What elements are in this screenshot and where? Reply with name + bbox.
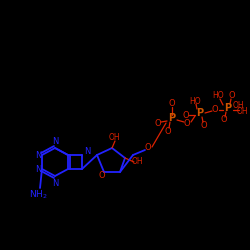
Text: P: P	[168, 113, 175, 123]
Text: O: O	[183, 112, 189, 120]
Text: OH: OH	[232, 100, 244, 110]
Text: N: N	[52, 178, 58, 188]
Text: P: P	[196, 108, 203, 118]
Text: NH$_2$: NH$_2$	[29, 189, 47, 201]
Text: N: N	[52, 138, 58, 146]
Text: O: O	[201, 120, 207, 130]
Text: OH: OH	[131, 158, 143, 166]
Text: N: N	[35, 150, 41, 160]
Text: O: O	[221, 116, 227, 124]
Text: P: P	[224, 103, 232, 113]
Text: O: O	[155, 118, 161, 128]
Text: O: O	[99, 172, 105, 180]
Text: OH: OH	[108, 134, 120, 142]
Text: HO: HO	[212, 92, 224, 100]
Text: O: O	[229, 92, 235, 100]
Text: O: O	[145, 144, 151, 152]
Text: N: N	[84, 148, 90, 156]
Text: O: O	[212, 106, 218, 114]
Text: OH: OH	[236, 106, 248, 116]
Text: HO: HO	[189, 96, 201, 106]
Text: O: O	[165, 126, 171, 136]
Text: O: O	[169, 100, 175, 108]
Text: O: O	[184, 118, 190, 128]
Text: N: N	[35, 164, 41, 173]
